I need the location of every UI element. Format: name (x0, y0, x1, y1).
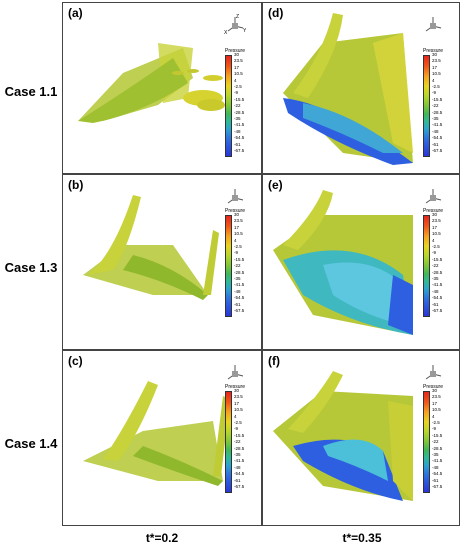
isosurface-c (83, 381, 230, 486)
axis-x-label: X (224, 30, 228, 34)
legend-b: Pressure 30 23.5 17 10.5 4 -2.5 -9 -15.5 -22 -28.… (225, 186, 262, 346)
axes-icon: Z Y X (224, 14, 246, 34)
legend-c: Pressure 30 23.5 17 10.5 4 -2.5 -9 -15.5 -22 -28.… (225, 362, 262, 522)
panel-label-c: (c) (68, 354, 83, 368)
legend-d: Pressure 30 23.5 17 10.5 4 -2.5 -9 -15.5 -22 -28.… (423, 14, 460, 174)
axis-z-label: Z (236, 14, 239, 20)
axes-icon (425, 189, 442, 204)
row-label-case-1-4: Case 1.4 (4, 436, 58, 451)
isosurface-f (273, 371, 413, 501)
isosurface-e (273, 190, 413, 335)
time-label-right: t*=0.35 (342, 531, 382, 545)
axes-icon (425, 17, 442, 32)
time-label-left: t*=0.2 (145, 531, 179, 545)
isosurface-a (78, 43, 225, 123)
row-label-case-1-3: Case 1.3 (4, 260, 58, 275)
legend-e: Pressure 30 23.5 17 10.5 4 -2.5 -9 -15.5 -22 -28.… (423, 186, 460, 346)
panel-label-d: (d) (268, 6, 284, 20)
row-label-case-1-1: Case 1.1 (4, 84, 58, 99)
panel-label-e: (e) (268, 178, 283, 192)
axis-y-label: Y (243, 28, 246, 34)
legend-f: Pressure 30 23.5 17 10.5 4 -2.5 -9 -15.5 -22 -28.… (423, 362, 460, 522)
axes-icon (227, 189, 244, 204)
axes-icon (425, 365, 442, 380)
isosurface-d (283, 13, 413, 165)
legend-a: Z Y X Pressure 30 23.5 17 10.5 4 -2.5 -9 -15.5-… (224, 14, 262, 174)
isosurface-b (83, 195, 219, 300)
axes-icon (227, 365, 244, 380)
panel-e: (e) (262, 174, 460, 350)
colorbar-gradient (225, 55, 232, 157)
colorbar-title: Pressure (225, 48, 246, 54)
panel-label-a: (a) (68, 6, 83, 20)
panel-label-b: (b) (68, 178, 84, 192)
panel-label-f: (f) (268, 354, 280, 368)
colorbar-ticks: 30 23.5 17 10.5 4 -2.5 -9 -15.5 -22 -28.5 -35 -41.5… (234, 52, 245, 154)
